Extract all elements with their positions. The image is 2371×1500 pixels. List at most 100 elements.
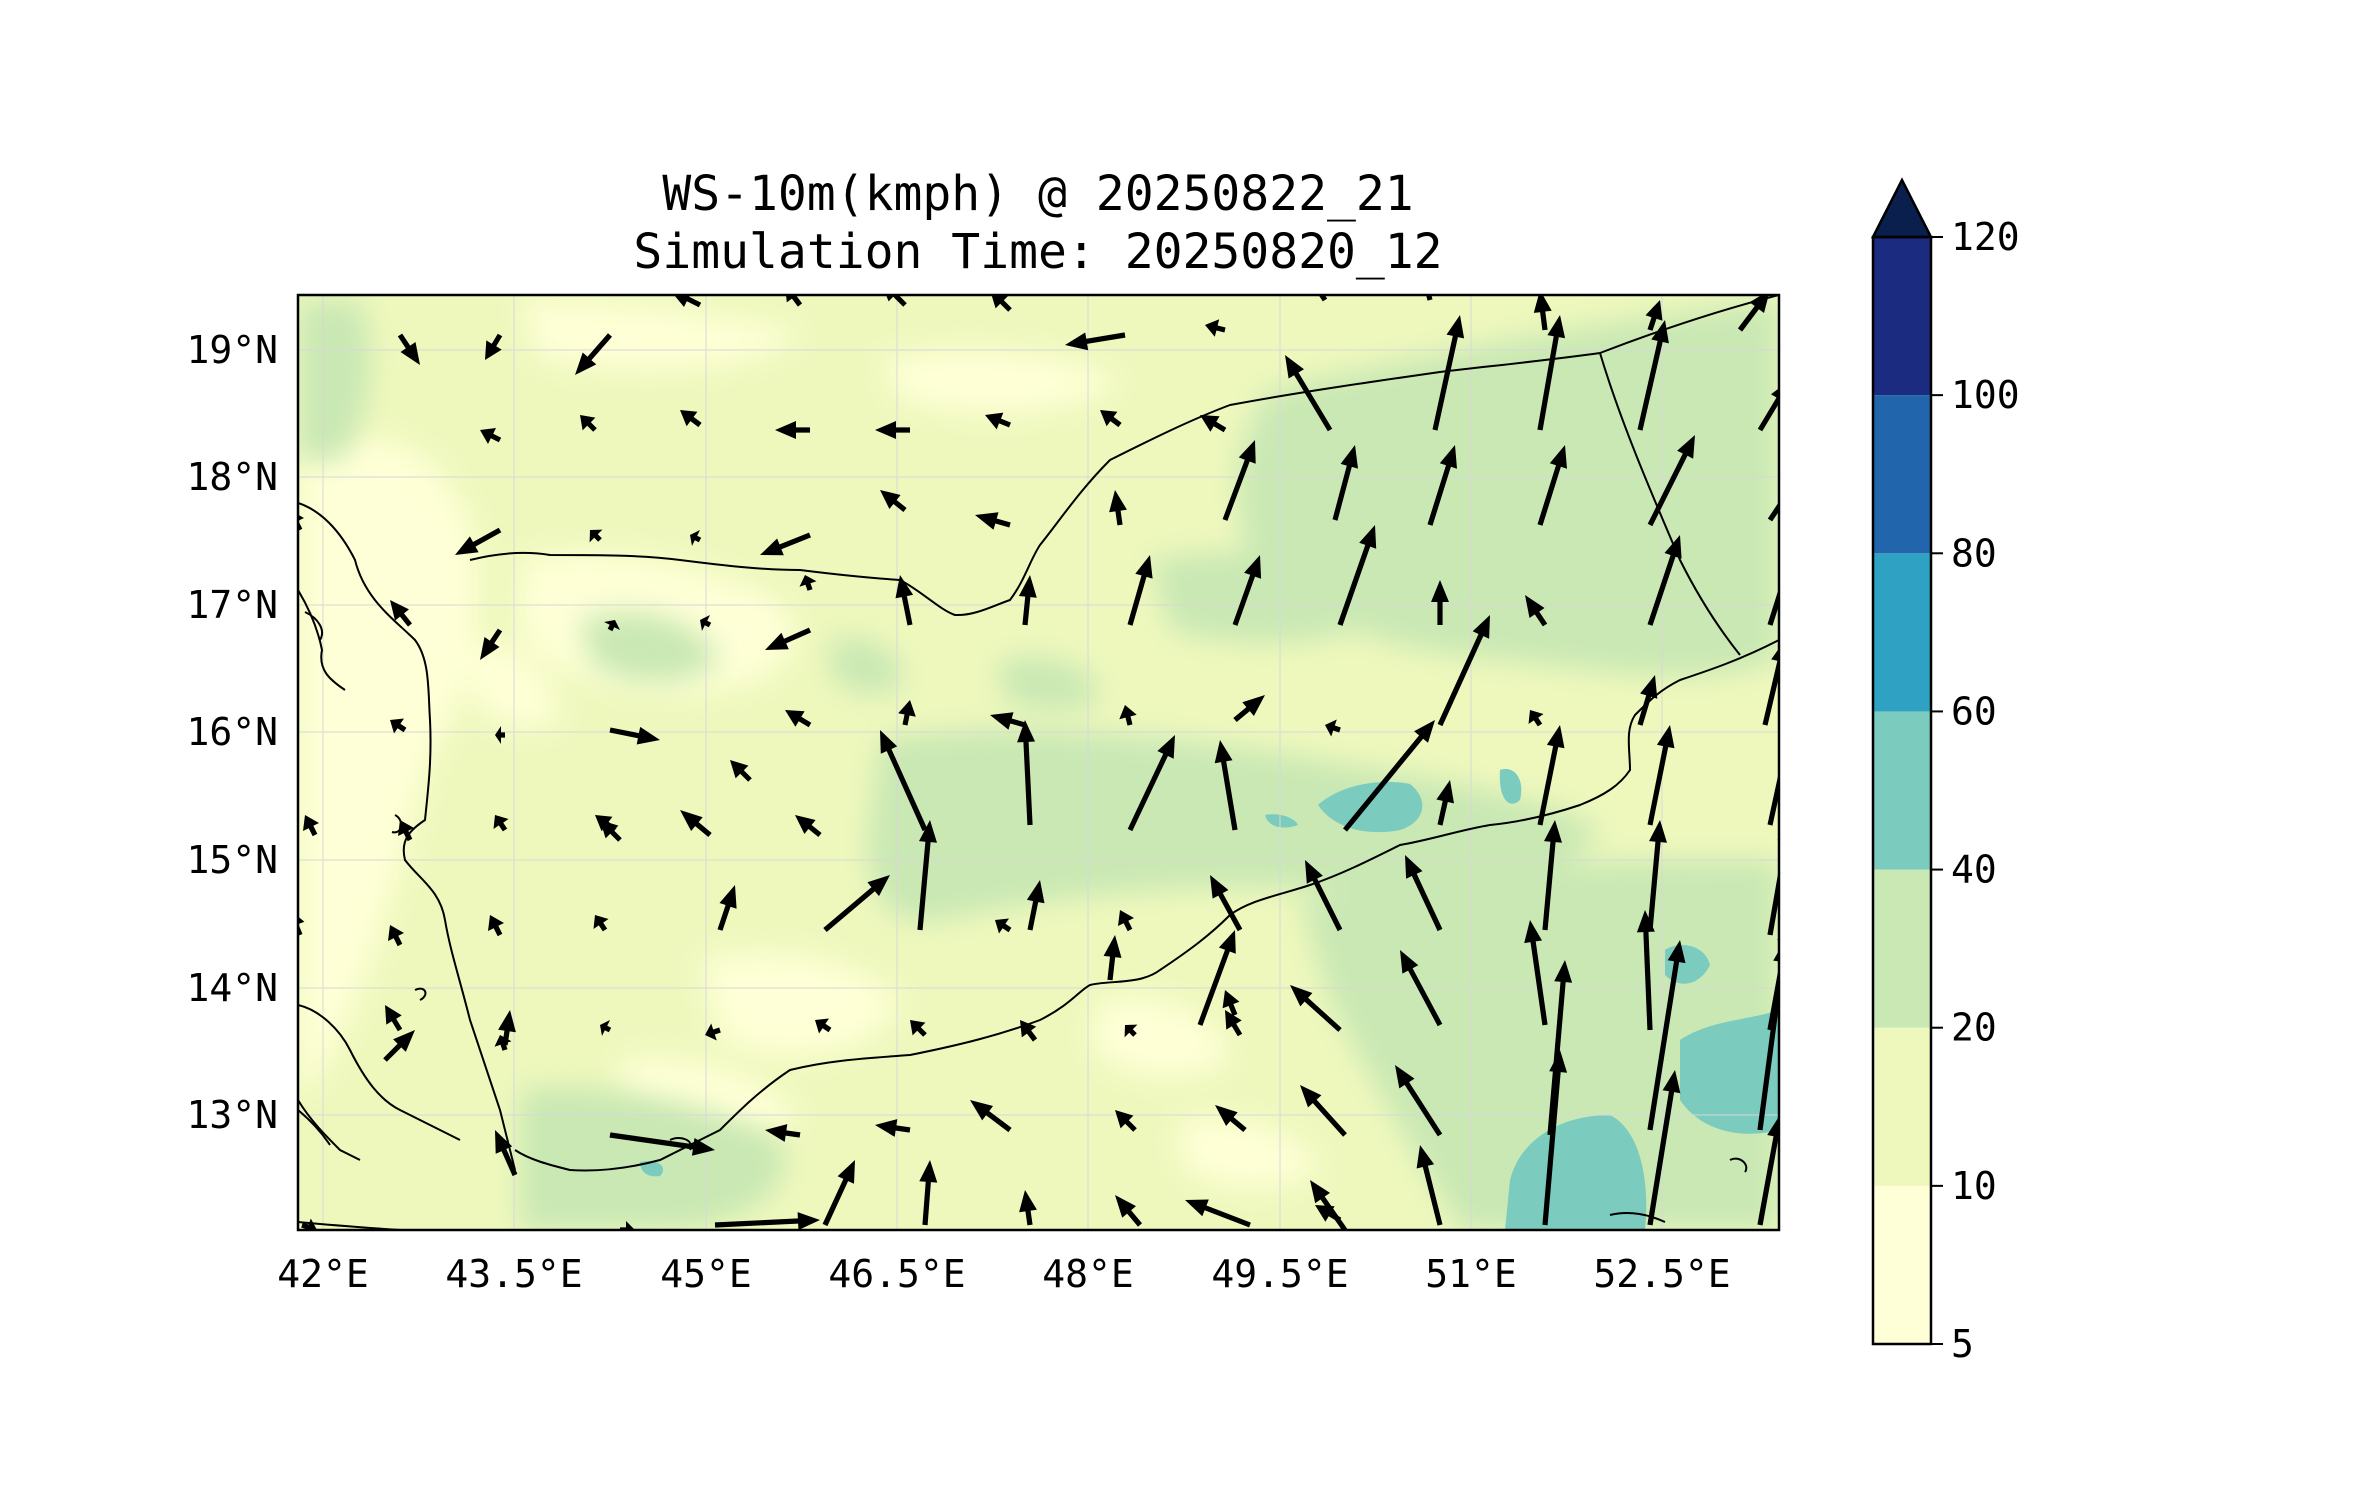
colorbar-tick-label: 10 <box>1951 1164 1997 1208</box>
wind-vector-arrow <box>1762 648 1779 726</box>
latitude-tick-labels: 13°N 14°N 15°N 16°N 17°N 18°N 19°N <box>186 328 278 1137</box>
colorbar-tick-label: 5 <box>1951 1322 1974 1366</box>
colorbar-band <box>1873 1027 1931 1186</box>
wind-vector-arrow <box>1405 855 1443 932</box>
colorbar-band <box>1873 711 1931 870</box>
wind-vector-arrow <box>1647 940 1686 1131</box>
wind-vector-arrow <box>1524 920 1548 1026</box>
wind-vector-arrow <box>1222 990 1240 1016</box>
wind-vector-arrow <box>1767 771 1779 826</box>
wind-vector-arrow <box>1437 615 1490 727</box>
wind-vectors <box>298 295 1779 1230</box>
wind-vector-arrow <box>970 1100 1012 1133</box>
wind-vector-arrow <box>298 514 304 532</box>
wind-vector-arrow <box>1017 720 1035 826</box>
wind-vector-arrow <box>1757 388 1779 432</box>
colorbar-band <box>1873 869 1931 1028</box>
wind-vector-arrow <box>1290 985 1342 1032</box>
longitude-tick-labels: 42°E 43.5°E 45°E 46.5°E 48°E 49.5°E 51°E… <box>277 1252 1730 1296</box>
lat-tick-label: 19°N <box>186 328 278 372</box>
wind-vector-arrow <box>1647 535 1682 626</box>
wind-vector-arrow <box>1647 1070 1681 1226</box>
wind-vector-arrow <box>1332 445 1358 521</box>
wind-vector-arrow <box>1300 1085 1347 1137</box>
title-line-1: WS-10m(kmph) @ 20250822_21 <box>662 166 1413 222</box>
lat-tick-label: 17°N <box>186 583 278 627</box>
wind-vector-arrow <box>700 615 712 631</box>
wind-vector-arrow <box>1636 910 1655 1031</box>
lon-tick-label: 52.5°E <box>1593 1252 1730 1296</box>
wind-vector-arrow <box>1222 440 1256 521</box>
wind-vector-arrow <box>1767 501 1779 522</box>
wind-vector-arrow <box>480 628 503 660</box>
lon-tick-label: 48°E <box>1042 1252 1134 1296</box>
wind-vector-arrow <box>1647 435 1695 527</box>
wind-vector-arrow <box>680 810 712 837</box>
wind-vector-arrow <box>1019 1190 1037 1226</box>
eritrea-ethiopia-border <box>298 1109 331 1146</box>
lat-tick-label: 14°N <box>186 966 278 1010</box>
wind-vector-arrow <box>1305 860 1343 932</box>
lon-tick-label: 45°E <box>660 1252 752 1296</box>
wind-vector-arrow <box>1065 332 1126 351</box>
lat-tick-label: 16°N <box>186 710 278 754</box>
wind-vector-arrow <box>455 527 502 555</box>
wind-vector-arrow <box>1318 295 1328 302</box>
wind-vector-arrow <box>919 1160 938 1226</box>
wind-vector-arrow <box>1547 960 1573 1136</box>
wind-vector-arrow <box>1542 1050 1568 1226</box>
wind-vector-arrow <box>1416 1145 1443 1226</box>
colorbar: 5 10 20 40 60 80 100 120 <box>1870 177 2020 1366</box>
wind-vector-arrow <box>1124 1024 1138 1038</box>
wind-vector-arrow <box>1109 490 1127 526</box>
wind-vector-arrow <box>1637 320 1669 431</box>
lat-tick-label: 13°N <box>186 1093 278 1137</box>
wind-vector-arrow <box>495 726 505 744</box>
wind-vector-arrow <box>730 760 752 782</box>
wind-vector-arrow <box>1395 1065 1443 1137</box>
wind-vector-arrow <box>1285 355 1333 432</box>
wind-vector-arrow <box>485 333 503 360</box>
lon-tick-label: 43.5°E <box>445 1252 582 1296</box>
wind-vector-arrow <box>600 820 622 842</box>
colorbar-bands <box>1873 237 1931 1344</box>
wind-vector-arrow <box>609 1132 715 1156</box>
wind-vector-arrow <box>1118 910 1134 932</box>
wind-vector-arrow <box>1647 820 1667 931</box>
wind-vector-arrow <box>705 1023 721 1041</box>
wind-vector-arrow <box>875 421 910 439</box>
wind-vector-arrow <box>690 530 702 546</box>
colorbar-frame <box>1871 235 1933 1346</box>
wind-vector-arrow <box>303 815 319 837</box>
wind-vector-arrow <box>575 333 612 375</box>
wind-vector-arrow <box>1432 315 1465 431</box>
wind-vector-arrow <box>1343 720 1435 832</box>
wind-vector-arrow <box>765 1124 801 1142</box>
colorbar-tick-label: 100 <box>1951 373 2020 417</box>
wind-vector-arrow <box>620 1221 635 1230</box>
wind-vector-arrow <box>1436 780 1454 826</box>
wind-vector-arrow <box>1431 580 1449 625</box>
wind-vector-arrow <box>1115 1195 1142 1227</box>
wind-vector-arrow <box>1127 735 1175 832</box>
wind-vector-arrow <box>1210 875 1243 932</box>
wind-vector-arrow <box>1018 575 1037 626</box>
wind-vector-arrow <box>995 918 1012 934</box>
red-sea-east-coast <box>298 502 516 1171</box>
wind-vector-arrow <box>1205 319 1226 337</box>
lon-tick-label: 42°E <box>277 1252 369 1296</box>
wind-vector-arrow <box>298 916 305 936</box>
lon-tick-label: 49.5°E <box>1211 1252 1348 1296</box>
wind-vector-arrow <box>1026 880 1045 931</box>
wind-vector-arrow <box>1757 1116 1779 1226</box>
wind-vector-arrow <box>990 712 1026 730</box>
wind-vector-arrow <box>895 575 914 626</box>
wind-vector-arrow <box>1119 705 1137 726</box>
wind-vector-arrow <box>680 410 702 428</box>
wind-vector-arrow <box>1528 710 1544 727</box>
wind-vector-arrow <box>1767 837 1779 936</box>
wind-vector-arrow <box>1737 295 1769 332</box>
islands <box>1609 1212 1666 1223</box>
wind-vector-arrow <box>600 1020 612 1036</box>
